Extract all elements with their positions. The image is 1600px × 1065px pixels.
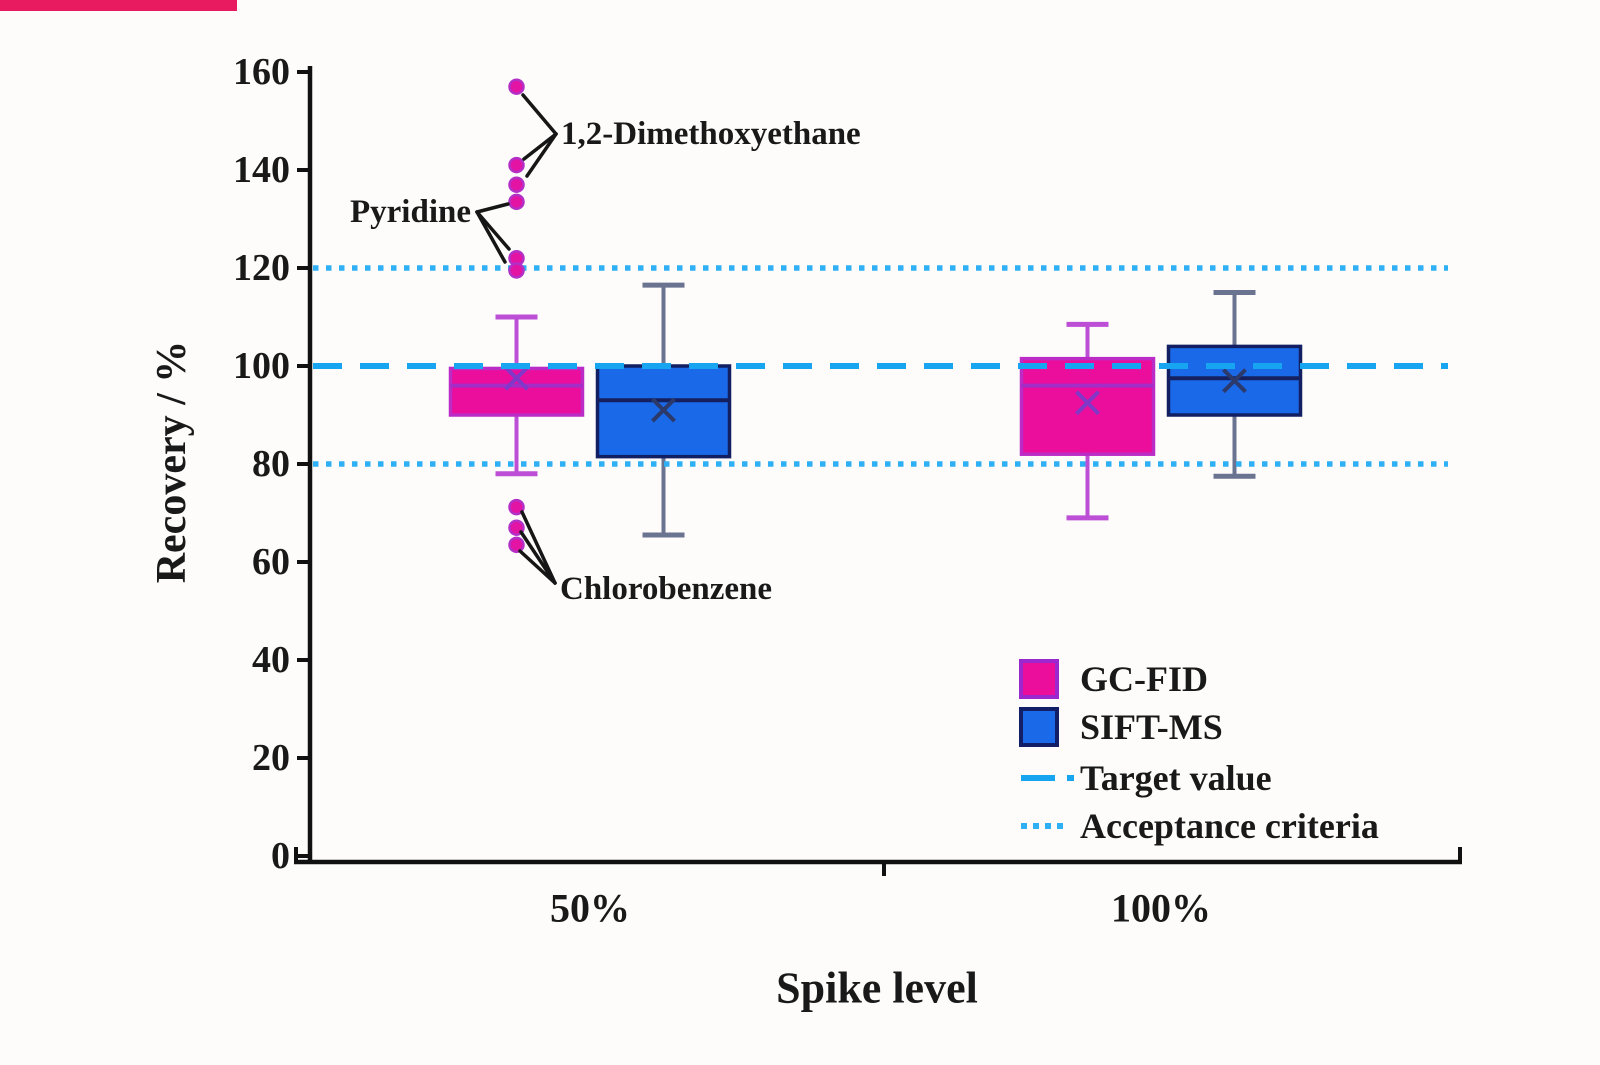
legend-label: Acceptance criteria — [1080, 806, 1379, 846]
legend-swatch-SIFT-MS — [1019, 707, 1059, 747]
legend-label: GC-FID — [1080, 659, 1208, 699]
outlier-dot — [508, 78, 525, 95]
outlier-dot — [508, 262, 525, 279]
y-tick-label: 120 — [233, 247, 290, 289]
box-GC-FID-100% — [1019, 321, 1156, 521]
annotation-leader-line — [519, 530, 557, 585]
legend-dot-sample — [1021, 823, 1027, 829]
y-tick-label: 140 — [233, 149, 290, 191]
mean-x — [651, 397, 676, 423]
mean-x — [1075, 390, 1100, 416]
mean-x — [504, 365, 529, 391]
x-axis-title: Spike level — [776, 964, 978, 1013]
y-tick-label: 80 — [252, 443, 290, 485]
x-tick-label: 50% — [550, 886, 630, 931]
outlier-dot — [508, 536, 525, 554]
annotation-label: 1,2-Dimethoxyethane — [561, 116, 861, 152]
legend-dot-sample — [1033, 823, 1039, 829]
y-tick-label: 0 — [271, 835, 290, 877]
y-axis-title: Recovery / % — [149, 341, 195, 584]
annotation-label: Pyridine — [350, 194, 471, 230]
annotation-leader-line — [475, 210, 507, 264]
outlier-dot — [508, 176, 525, 193]
y-tick-label: 40 — [252, 639, 290, 681]
y-tick-label: 20 — [252, 737, 290, 779]
outlier-dot — [508, 498, 525, 516]
legend-label: SIFT-MS — [1080, 707, 1223, 747]
x-tick-label: 100% — [1111, 886, 1211, 931]
legend-swatch-GC-FID — [1019, 659, 1059, 699]
legend-label: Target value — [1080, 758, 1272, 798]
box-rect — [1019, 356, 1156, 456]
annotation-leader-line — [475, 202, 510, 214]
top-edge-strip — [0, 0, 237, 11]
y-tick-label: 160 — [233, 51, 290, 93]
outlier-dot — [508, 156, 525, 174]
y-tick-label: 60 — [252, 541, 290, 583]
annotation-leader-line — [518, 549, 557, 585]
outlier-dot — [508, 193, 525, 211]
box-GC-FID-50% — [448, 314, 585, 477]
box-SIFT-MS-50% — [595, 282, 732, 538]
annotation-leader-line — [520, 510, 557, 585]
mean-x — [1222, 368, 1247, 394]
legend-dot-sample — [1057, 823, 1063, 829]
legend-dot-sample — [1045, 823, 1051, 829]
annotation-leader-line — [522, 132, 558, 161]
y-tick-label: 100 — [233, 345, 290, 387]
annotation-leader-line — [525, 132, 558, 178]
annotation-label: Chlorobenzene — [560, 571, 772, 607]
box-SIFT-MS-100% — [1166, 290, 1303, 479]
annotation-leader-line — [521, 93, 558, 136]
